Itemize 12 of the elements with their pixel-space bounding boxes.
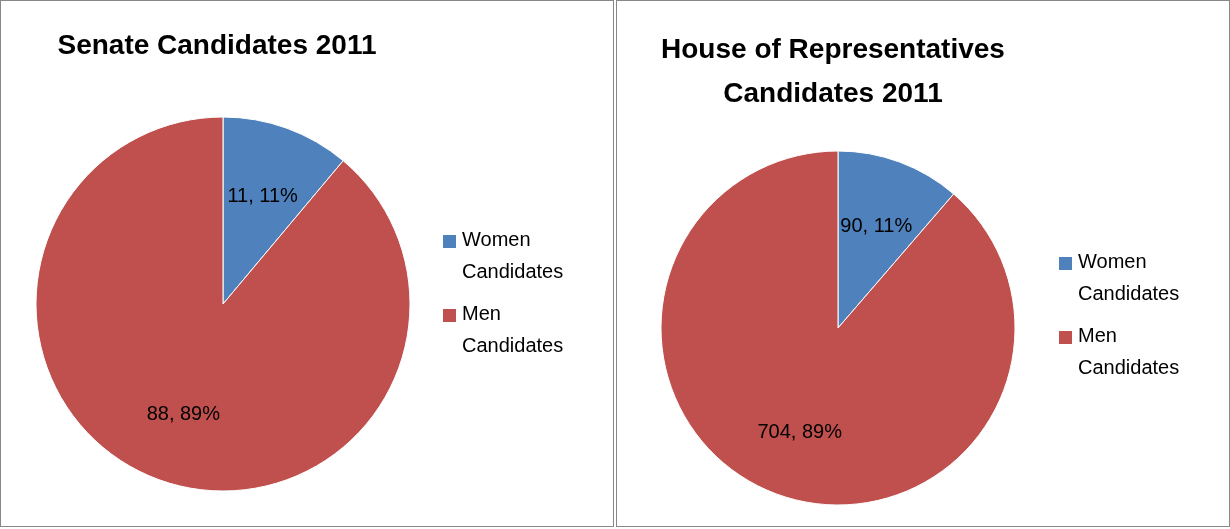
pie-slice [660, 150, 1016, 506]
data-label: 704, 89% [757, 419, 843, 442]
data-label: 88, 89% [146, 401, 221, 424]
chart-title: Senate Candidates 2011 [56, 28, 378, 62]
legend-label: Women Candidates [462, 227, 565, 284]
data-label: 90, 11% [840, 214, 913, 237]
legend-label: Women Candidates [1078, 249, 1181, 306]
data-label: 11, 11% [227, 184, 299, 207]
legend-label: Men Candidates [462, 301, 565, 358]
chart-title: House of Representatives Candidates 2011 [660, 32, 1006, 110]
pie-slice [35, 116, 411, 492]
legend-label: Men Candidates [1078, 323, 1181, 380]
